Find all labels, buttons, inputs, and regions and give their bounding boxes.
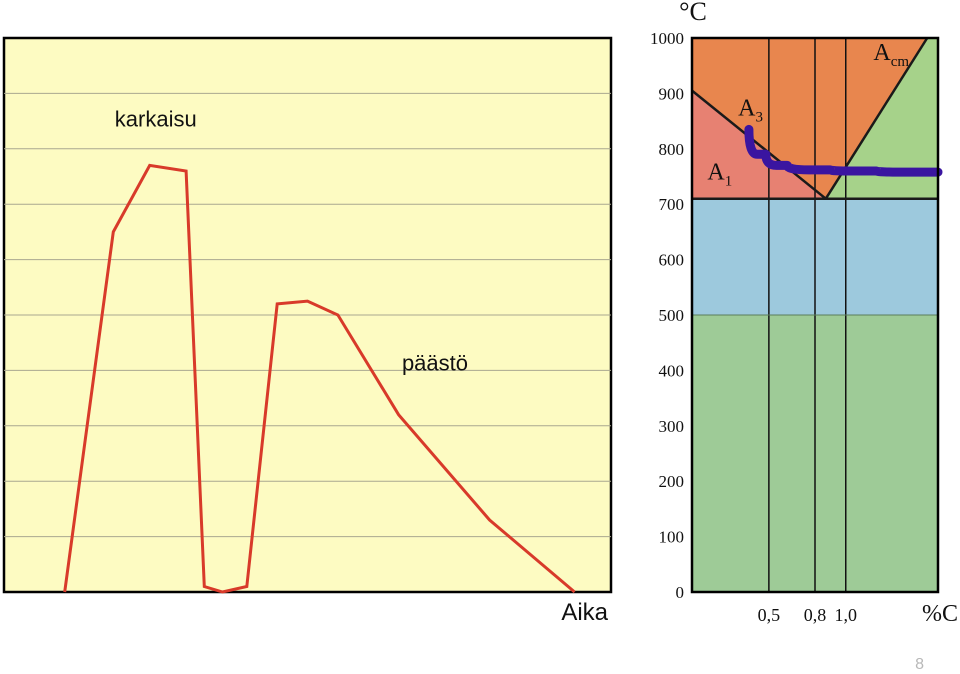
y-tick-label: 500 [659,306,685,325]
phase-line-a3 [691,89,827,200]
y-tick-label: 1000 [650,29,684,48]
carbon-tick-labels: 0,5 0,8 1,0 [758,605,857,625]
y-tick-label: 300 [659,417,685,436]
left-chart-annotations: karkaisu päästö [115,107,468,376]
carbon-gridlines [692,38,938,592]
x-axis-label: Aika [561,599,608,626]
phase-line-label: Acm [873,40,909,70]
temperature-unit-label: °C [679,0,707,26]
x-tick-label: 0,8 [804,605,827,625]
carbon-unit-label: %C [922,601,958,627]
phase-region [825,38,938,199]
y-tick-label: 100 [659,528,685,547]
phase-diagram-frame [690,36,940,594]
phase-diagram: 0 100 200 300 400 500 600 700 800 900 1000 0,5 0,8 1… [650,0,958,627]
y-tick-label: 900 [659,84,685,103]
y-tick-label: 400 [659,361,685,380]
annotation-label: karkaisu [115,107,197,132]
y-tick-label: 700 [659,195,685,214]
phase-line-labels: A1 A3 Acm [707,40,909,189]
hardening-temperature-line [744,124,943,177]
x-tick-label: 1,0 [835,605,858,625]
heat-treatment-time-chart: karkaisu päästö Aika [2,36,613,626]
y-tick-label: 800 [659,140,685,159]
temperature-curve [63,163,576,594]
y-tick-label: 200 [659,472,685,491]
phase-line-label: A3 [738,96,763,126]
temperature-tick-labels: 0 100 200 300 400 500 600 700 800 900 1000 [650,29,684,602]
x-tick-label: 0,5 [758,605,781,625]
phase-line-label: A1 [707,159,732,189]
phase-region [692,38,928,199]
y-tick-label: 600 [659,251,685,270]
y-tick-label: 0 [676,583,685,602]
page-number: 8 [915,656,924,673]
annotation-label: päästö [402,350,468,375]
